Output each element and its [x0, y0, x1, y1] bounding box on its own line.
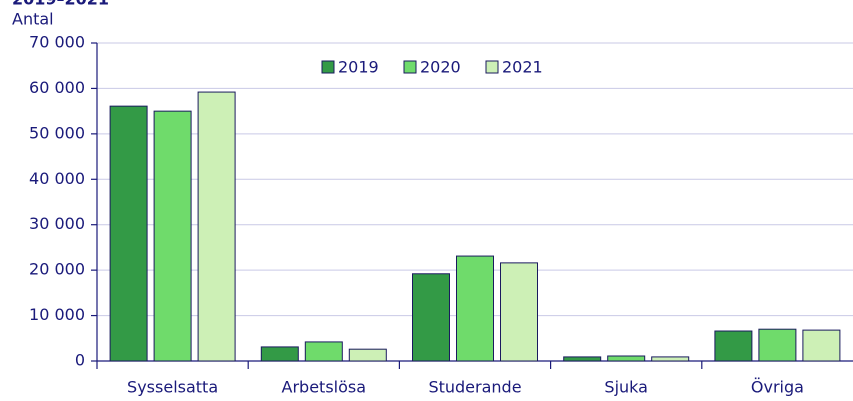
y-tick-label: 30 000: [29, 214, 85, 233]
y-tick-label: 0: [75, 351, 85, 370]
legend-label: 2020: [420, 58, 461, 77]
x-tick-label: Övriga: [751, 378, 804, 397]
bar: [197, 91, 236, 362]
y-tick-label: 10 000: [29, 305, 85, 324]
bar: [456, 255, 494, 362]
legend-swatch: [403, 60, 417, 74]
x-tick-label: Studerande: [428, 378, 521, 397]
bar: [260, 346, 299, 362]
bar: [153, 110, 192, 362]
bar: [304, 341, 343, 362]
y-tick-label: 20 000: [29, 260, 85, 279]
legend-swatch: [321, 60, 335, 74]
bar: [109, 105, 148, 362]
bar: [651, 356, 690, 362]
y-tick-label: 40 000: [29, 169, 85, 188]
bar: [758, 328, 797, 362]
legend-label: 2019: [338, 58, 379, 77]
x-tick-label: Arbetslösa: [282, 378, 367, 397]
x-tick-label: Sjuka: [604, 378, 648, 397]
legend-swatch: [485, 60, 499, 74]
bar: [348, 348, 387, 362]
chart-title: 2019–2021: [12, 0, 109, 9]
bar: [802, 329, 841, 362]
bar: [607, 355, 646, 362]
bar: [714, 330, 753, 362]
bar: [412, 273, 450, 362]
y-tick-label: 60 000: [29, 78, 85, 97]
y-axis-label: Antal: [12, 10, 54, 29]
legend-label: 2021: [502, 58, 543, 77]
bar: [500, 262, 538, 362]
y-tick-label: 50 000: [29, 123, 85, 142]
x-tick-label: Sysselsatta: [127, 378, 218, 397]
bar: [563, 356, 602, 362]
y-tick-label: 70 000: [29, 33, 85, 52]
